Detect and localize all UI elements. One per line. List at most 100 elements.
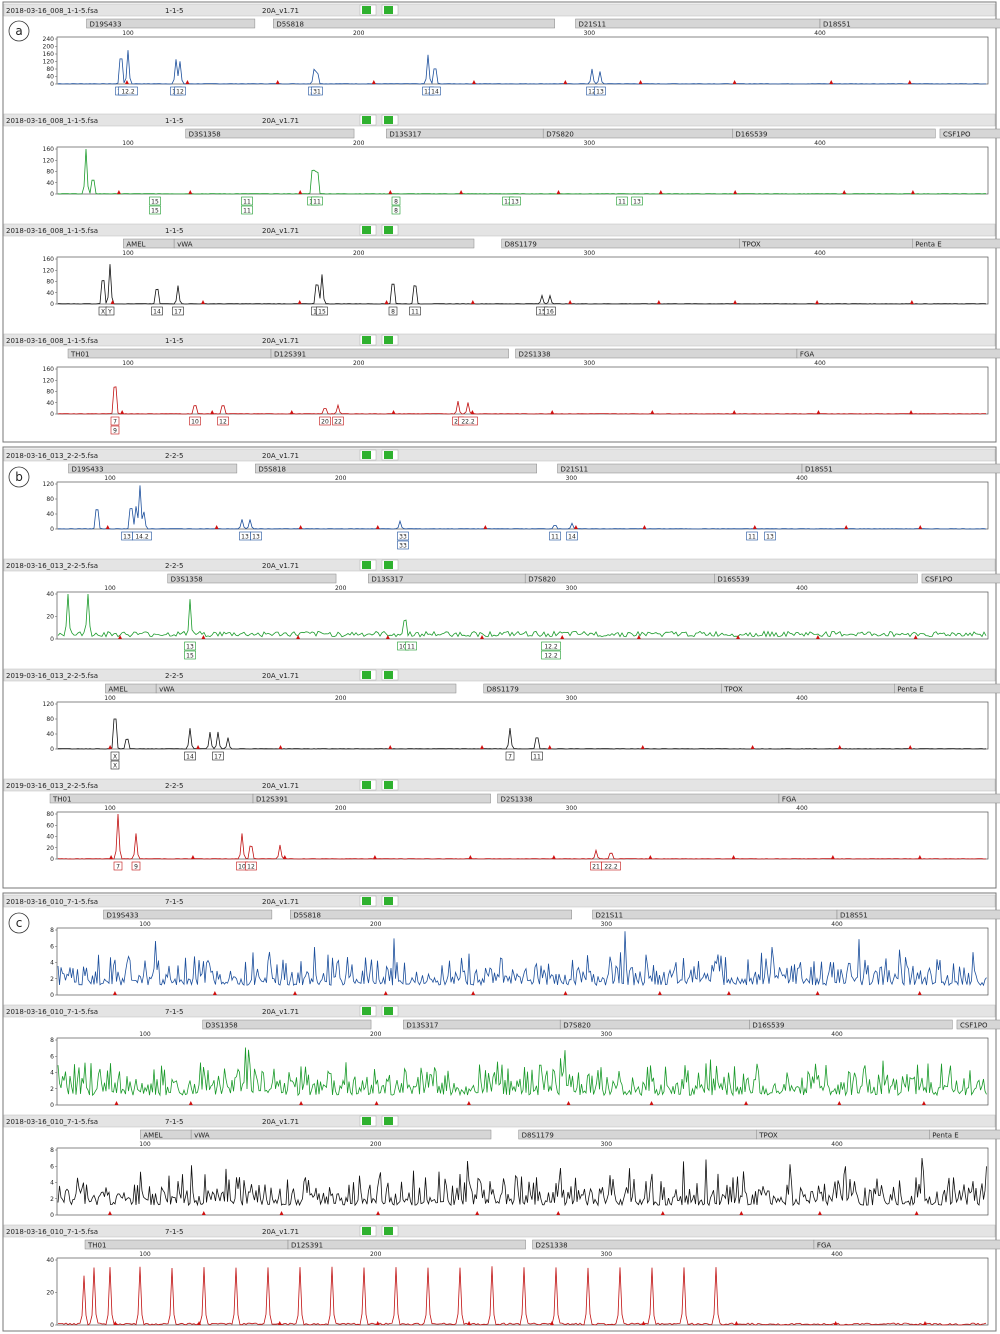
allele-label: 12 — [219, 419, 227, 426]
sample-name: 2-2-5 — [165, 452, 183, 460]
panel-c: 2018-03-16_010_7-1-5.fsa 7-1-5 20A_v1.71 D1… — [2, 892, 1000, 1332]
allele-call: 33 — [397, 540, 409, 550]
locus-label: D13S317 — [406, 1022, 438, 1030]
size-marker — [739, 1211, 744, 1215]
locus-bar — [273, 18, 555, 29]
allele-box — [131, 861, 141, 871]
allele-call: 12.2 — [118, 86, 138, 96]
y-tick-label: 0 — [50, 81, 54, 88]
locus-bar — [155, 683, 457, 694]
locus-label: D18S51 — [805, 466, 833, 474]
allele-label: 13 — [766, 534, 774, 541]
allele-call: 17 — [172, 306, 184, 316]
row-header — [3, 113, 996, 127]
allele-label: 13 — [633, 199, 641, 206]
locus-bar — [518, 1129, 757, 1140]
size-marker — [907, 80, 912, 84]
locus-bar — [819, 18, 1000, 29]
size-marker — [112, 991, 117, 995]
status-indicator — [362, 1007, 371, 1015]
allele-label: 15 — [151, 199, 159, 206]
allele-call: 22 — [332, 416, 344, 426]
x-tick-label: 400 — [831, 921, 843, 928]
size-marker — [391, 410, 396, 414]
size-marker — [196, 745, 201, 749]
locus-label: D3S1358 — [171, 576, 203, 584]
x-tick-label: 100 — [104, 695, 116, 702]
size-marker — [188, 1101, 193, 1105]
locus-label: D5S818 — [258, 466, 286, 474]
allele-call: 21 — [590, 861, 602, 871]
size-marker — [298, 525, 303, 529]
locus-bar — [67, 348, 272, 359]
y-tick-label: 0 — [50, 301, 54, 308]
x-tick-label: 200 — [370, 921, 382, 928]
panel-name: 20A_v1.71 — [262, 452, 299, 460]
y-tick-label: 4 — [50, 1180, 54, 1187]
y-tick-label: 80 — [46, 66, 54, 73]
trace-line — [57, 1266, 987, 1326]
y-tick-label: 0 — [50, 636, 54, 643]
allele-box — [311, 86, 323, 96]
allele-label: 15 — [186, 653, 194, 660]
locus-bar — [912, 238, 1000, 249]
allele-call: 11 — [405, 641, 417, 651]
allele-box — [149, 205, 161, 215]
allele-box — [631, 196, 643, 206]
sample-name: 1-1-5 — [165, 117, 183, 125]
allele-box — [549, 531, 561, 541]
file-name: 2018-03-16_008_1-1-5.fsa — [6, 337, 98, 345]
trace-row: 2018-03-16_008_1-1-5.fsa 1-1-5 20A_v1.71 D1… — [3, 3, 1000, 96]
allele-label: 8 — [394, 199, 398, 206]
locus-label: D16S539 — [752, 1022, 784, 1030]
y-tick-label: 6 — [50, 1053, 54, 1060]
allele-call: 7 — [113, 861, 123, 871]
status-indicator — [362, 6, 371, 14]
locus-bar — [575, 18, 821, 29]
locus-label: D18S51 — [823, 21, 851, 29]
size-marker — [108, 745, 113, 749]
trace-line — [57, 148, 986, 195]
allele-label: 13 — [186, 644, 194, 651]
locus-label: Penta E — [932, 1132, 958, 1140]
allele-call: 13 — [631, 196, 643, 206]
panel-label-circle — [8, 912, 30, 934]
locus-bar — [252, 793, 491, 804]
locus-label: CSF1PO — [943, 131, 971, 139]
allele-label: 10 — [399, 644, 407, 651]
y-tick-label: 160 — [43, 146, 55, 153]
size-marker — [105, 525, 110, 529]
size-marker — [750, 745, 755, 749]
allele-label: 11 — [618, 199, 626, 206]
locus-label: D16S539 — [735, 131, 767, 139]
allele-label: 16 — [546, 309, 554, 316]
size-marker — [375, 525, 380, 529]
x-tick-label: 400 — [796, 585, 808, 592]
panel-label: c — [16, 916, 23, 930]
allele-label: 33 — [399, 534, 407, 541]
allele-call: 7 — [505, 751, 515, 761]
locus-label: D2S1338 — [519, 351, 551, 359]
trace-row: 2018-03-16_008_1-1-5.fsa 1-1-5 20A_v1.71 D3… — [3, 113, 1000, 215]
size-marker — [549, 1321, 554, 1325]
size-marker — [547, 745, 552, 749]
allele-label: 13 — [123, 534, 131, 541]
sample-name: 7-1-5 — [165, 1228, 183, 1236]
size-marker — [566, 1101, 571, 1105]
allele-call: 11 — [616, 196, 628, 206]
locus-label: D18S51 — [840, 912, 868, 920]
size-marker — [816, 410, 821, 414]
size-marker — [573, 525, 578, 529]
allele-call: 13 — [121, 531, 133, 541]
status-indicator — [384, 116, 393, 124]
size-marker — [113, 1321, 118, 1325]
size-marker — [732, 410, 737, 414]
size-marker — [568, 300, 573, 304]
allele-call: 12 — [217, 416, 229, 426]
size-marker — [550, 410, 555, 414]
allele-call: 11 — [241, 196, 253, 206]
trace-row: 2018-03-16_010_7-1-5.fsa 7-1-5 20A_v1.71 D1… — [3, 894, 1000, 999]
locus-bar — [557, 463, 803, 474]
size-marker — [660, 1211, 665, 1215]
allele-label: 22.2 — [461, 419, 475, 426]
